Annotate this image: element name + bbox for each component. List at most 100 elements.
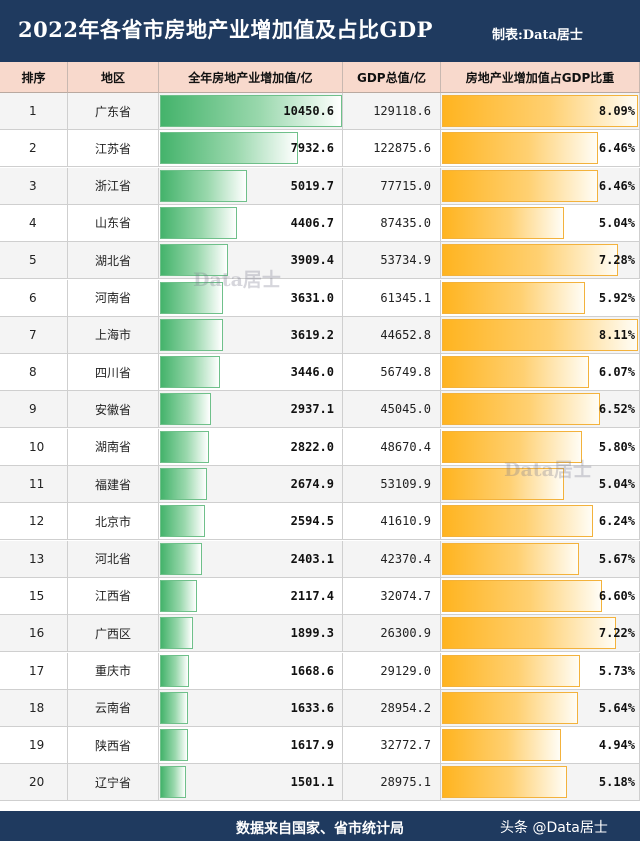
column-header-region: 地区 [68,62,159,93]
rank-cell: 4 [0,204,68,242]
rank-cell: 16 [0,615,68,653]
pct-bar [442,356,589,389]
table-row: 6 河南省 3631.0 61345.1 5.92% [0,279,640,317]
region-cell: 河南省 [68,279,159,317]
region-cell: 山东省 [68,204,159,242]
region-cell: 广西区 [68,615,159,653]
rank-cell: 8 [0,354,68,392]
value-bar [160,318,224,351]
gdp-cell: 61345.1 [343,279,441,317]
pct-label: 5.80% [598,439,635,454]
region-cell: 湖南省 [68,428,159,466]
table-row: 11 福建省 2674.9 53109.9 5.04% [0,466,640,503]
value-label: 1899.3 [290,626,334,641]
value-label: 1668.6 [290,663,334,678]
pct-label: 6.46% [598,178,635,193]
value-bar [160,281,224,314]
rank-cell: 7 [0,316,68,354]
watermark: Data居士 [193,269,281,291]
value-bar [160,393,212,426]
pct-cell: 5.73% [441,652,640,690]
value-bar [160,468,207,500]
region-cell: 重庆市 [68,652,159,690]
pct-bar [442,468,564,500]
value-cell: 2937.1 [159,391,343,429]
value-label: 7932.6 [290,141,334,156]
gdp-cell: 26300.9 [343,615,441,653]
gdp-cell: 28954.2 [343,689,441,727]
value-label: 3446.0 [290,365,334,380]
value-bar [160,244,229,277]
pct-bar [442,766,568,799]
column-header-gdp: GDP总值/亿 [343,62,441,93]
pct-label: 5.64% [598,700,635,715]
gdp-cell: 48670.4 [343,428,441,466]
gdp-cell: 44652.8 [343,316,441,354]
rank-cell: 15 [0,577,68,615]
value-cell: 2674.9 [159,466,343,503]
value-bar [160,132,299,165]
region-cell: 辽宁省 [68,764,159,802]
gdp-cell: 41610.9 [343,503,441,541]
value-bar [160,169,248,202]
rank-cell: 10 [0,428,68,466]
pct-cell: 5.18% [441,764,640,802]
value-bar [160,95,342,127]
region-cell: 四川省 [68,354,159,392]
table-row: 12 北京市 2594.5 41610.9 6.24% [0,503,640,541]
table-row: 10 湖南省 2822.0 48670.4 5.80% [0,428,640,466]
value-cell: 3446.0 [159,354,343,392]
column-header-rank: 排序 [0,62,68,93]
table-row: 8 四川省 3446.0 56749.8 6.07% [0,354,640,392]
value-cell: 3909.4 [159,242,343,280]
value-label: 2937.1 [290,402,334,417]
table-row: 17 重庆市 1668.6 29129.0 5.73% [0,652,640,690]
value-cell: 1633.6 [159,689,343,727]
gdp-cell: 56749.8 [343,354,441,392]
rank-cell: 12 [0,503,68,541]
table-row: 9 安徽省 2937.1 45045.0 6.52% [0,391,640,429]
pct-label: 5.04% [598,477,635,491]
rank-cell: 3 [0,167,68,205]
pct-bar [442,281,586,314]
pct-cell: 5.64% [441,689,640,727]
gdp-cell: 29129.0 [343,652,441,690]
pct-label: 7.22% [598,626,635,641]
pct-bar [442,132,599,165]
pct-bar [442,579,602,612]
value-bar [160,356,220,389]
gdp-cell: 87435.0 [343,204,441,242]
region-cell: 江苏省 [68,130,159,168]
pct-bar [442,729,562,762]
region-cell: 陕西省 [68,727,159,765]
pct-bar [442,691,579,724]
pct-cell: 7.22% [441,615,640,653]
rank-cell: 1 [0,93,68,130]
value-cell: 1617.9 [159,727,343,765]
rank-cell: 6 [0,279,68,317]
rank-cell: 18 [0,689,68,727]
value-bar [160,206,237,239]
value-label: 2117.4 [290,588,334,603]
value-bar [160,579,197,612]
value-label: 3909.4 [290,253,334,268]
value-cell: 2117.4 [159,577,343,615]
pct-cell: 6.52% [441,391,640,429]
pct-label: 6.60% [598,588,635,603]
value-bar [160,430,210,463]
column-header-value: 全年房地产业增加值/亿 [159,62,343,93]
gdp-cell: 28975.1 [343,764,441,802]
pct-cell: 5.67% [441,540,640,578]
value-cell: 2403.1 [159,540,343,578]
pct-cell: 6.46% [441,130,640,168]
value-cell: 2822.0 [159,428,343,466]
platform-credit: 头条 @Data居士 [500,820,608,836]
gdp-cell: 45045.0 [343,391,441,429]
pct-cell: 5.04% [441,466,640,503]
value-bar [160,766,187,799]
region-cell: 江西省 [68,577,159,615]
pct-cell: 4.94% [441,727,640,765]
value-label: 4406.7 [290,215,334,230]
value-label: 2403.1 [290,551,334,566]
value-label: 2822.0 [290,439,334,454]
